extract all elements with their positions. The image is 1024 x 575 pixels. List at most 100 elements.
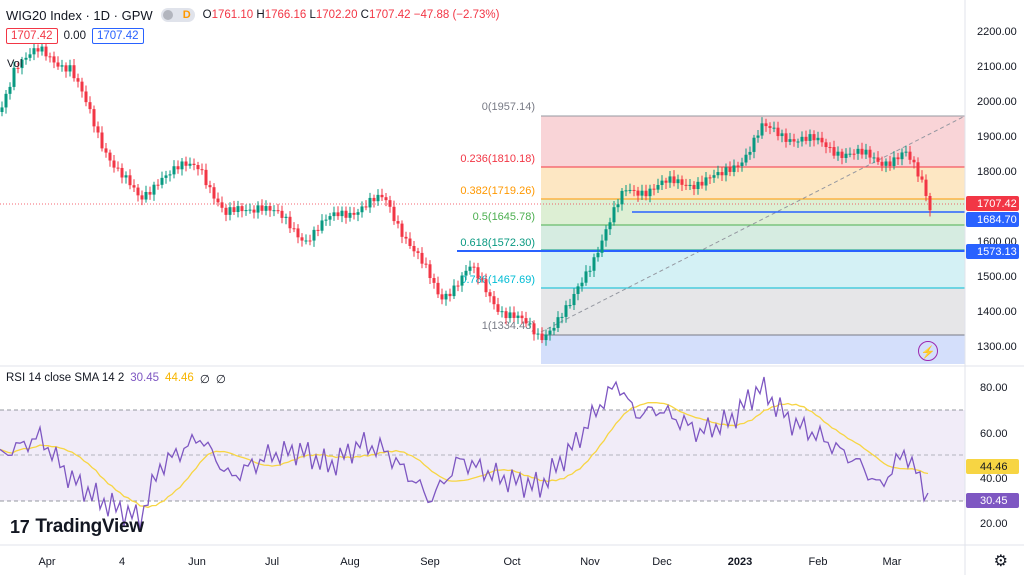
candle-body [180,161,184,170]
candle-body [696,181,700,190]
candle-body [788,139,792,142]
open-label: O [202,9,212,21]
price-tick: 1400.00 [977,306,1017,318]
candle-body [792,139,796,142]
volume-label[interactable]: Vol [7,58,23,70]
candle-body [748,151,752,155]
symbol-title[interactable]: WIG20 Index · 1D · GPW [6,7,153,23]
candle-body [84,91,88,103]
candle-body [724,167,728,176]
line-price-tag-1 [966,212,1019,227]
candle-body [628,189,632,191]
candle-body [816,137,820,141]
candle-body [128,175,132,186]
candle-body [480,278,484,280]
fib-label-5: 0.5(1645.78) [473,211,535,223]
candle-body [540,333,544,341]
candle-body [768,126,772,128]
candle-body [132,185,136,188]
candle-body [736,165,740,167]
candle-body [424,263,428,265]
time-tick: 4 [119,556,125,568]
candle-body [156,184,160,186]
candle-body [104,148,108,153]
candle-body [364,206,368,208]
candle-body [612,207,616,223]
candle-body [700,181,704,186]
ohlc-values: O1761.10 H1766.16 L1702.20 C1707.42 −47.… [203,9,500,21]
candle-body [820,137,824,143]
buy-button[interactable]: 1707.42 [91,28,144,44]
market-status-toggle[interactable]: D [160,8,195,22]
time-tick: Mar [883,556,902,568]
candle-body [556,317,560,328]
candle-body [212,187,216,199]
candle-body [824,142,828,148]
candle-body [868,149,872,158]
candle-body [176,166,180,170]
candle-body [356,212,360,215]
candle-body [712,175,716,178]
sell-button[interactable]: 1707.42 [6,28,58,44]
candle-body [892,157,896,166]
time-tick: Oct [503,556,520,568]
candle-body [36,48,40,52]
delayed-badge: D [182,9,191,21]
time-axis[interactable]: Apr 4 Jun Jul Aug Sep Oct Nov Dec 2023 F… [38,556,901,568]
candle-body [880,161,884,166]
rsi-value-tag [966,493,1019,508]
candle-body [924,179,928,196]
candle-body [112,160,116,168]
candle-body [808,134,812,141]
candle-body [884,161,888,166]
candle-body [604,229,608,241]
candle-body [76,78,80,82]
candle-body [920,176,924,180]
candle-body [912,159,916,163]
logo-text: TradingView [35,516,144,537]
tradingview-logo[interactable]: 17 TradingView [10,516,144,538]
rsi-tick: 60.00 [980,428,1008,440]
candle-body [476,267,480,279]
candle-body [928,195,932,211]
candle-body [252,209,256,213]
candle-body [620,190,624,205]
candle-body [348,212,352,218]
candle-body [568,305,572,307]
lightning-icon[interactable]: ⚡ [918,341,938,361]
candle-body [60,65,64,67]
candle-body [660,180,664,185]
rsi-sma-tag-text: 44.46 [980,461,1008,473]
gear-icon[interactable]: ⚙ [993,553,1008,570]
rsi-title[interactable]: RSI 14 close SMA 14 2 [6,372,125,384]
current-price-tag-text: 1707.42 [977,198,1017,210]
chart-legend[interactable]: WIG20 Index · 1D · GPW D O1761.10 H1766.… [6,6,499,24]
rsi-axis[interactable]: 80.00 60.00 40.00 20.00 [980,382,1008,530]
candle-body [232,207,236,212]
candle-body [372,197,376,202]
candle-body [596,252,600,258]
candle-body [152,184,156,195]
candle-body [524,318,528,324]
candle-body [584,271,588,283]
rsi-tick: 80.00 [980,382,1008,394]
candle-body [536,333,540,335]
candle-body [284,216,288,218]
rsi-sma-value: 44.46 [165,372,194,384]
candle-body [160,177,164,185]
rsi-value: 30.45 [130,372,160,384]
fib-retracement[interactable]: 0(1957.14) 0.236(1810.18) 0.382(1719.26)… [460,101,966,364]
candle-body [448,293,452,297]
time-tick: Apr [38,556,55,568]
candle-body [228,207,232,215]
price-tick: 2100.00 [977,61,1017,73]
price-axis[interactable]: 2200.00 2100.00 2000.00 1900.00 1800.00 … [977,26,1017,353]
rsi-legend[interactable]: RSI 14 close SMA 14 2 30.45 44.46 ∅ ∅ [6,372,226,386]
candle-body [416,251,420,253]
candle-body [776,127,780,137]
quote-row: 1707.42 0.00 1707.42 [6,28,144,44]
candle-body [236,206,240,212]
rsi-sma-tag [966,459,1019,474]
candle-body [124,175,128,178]
